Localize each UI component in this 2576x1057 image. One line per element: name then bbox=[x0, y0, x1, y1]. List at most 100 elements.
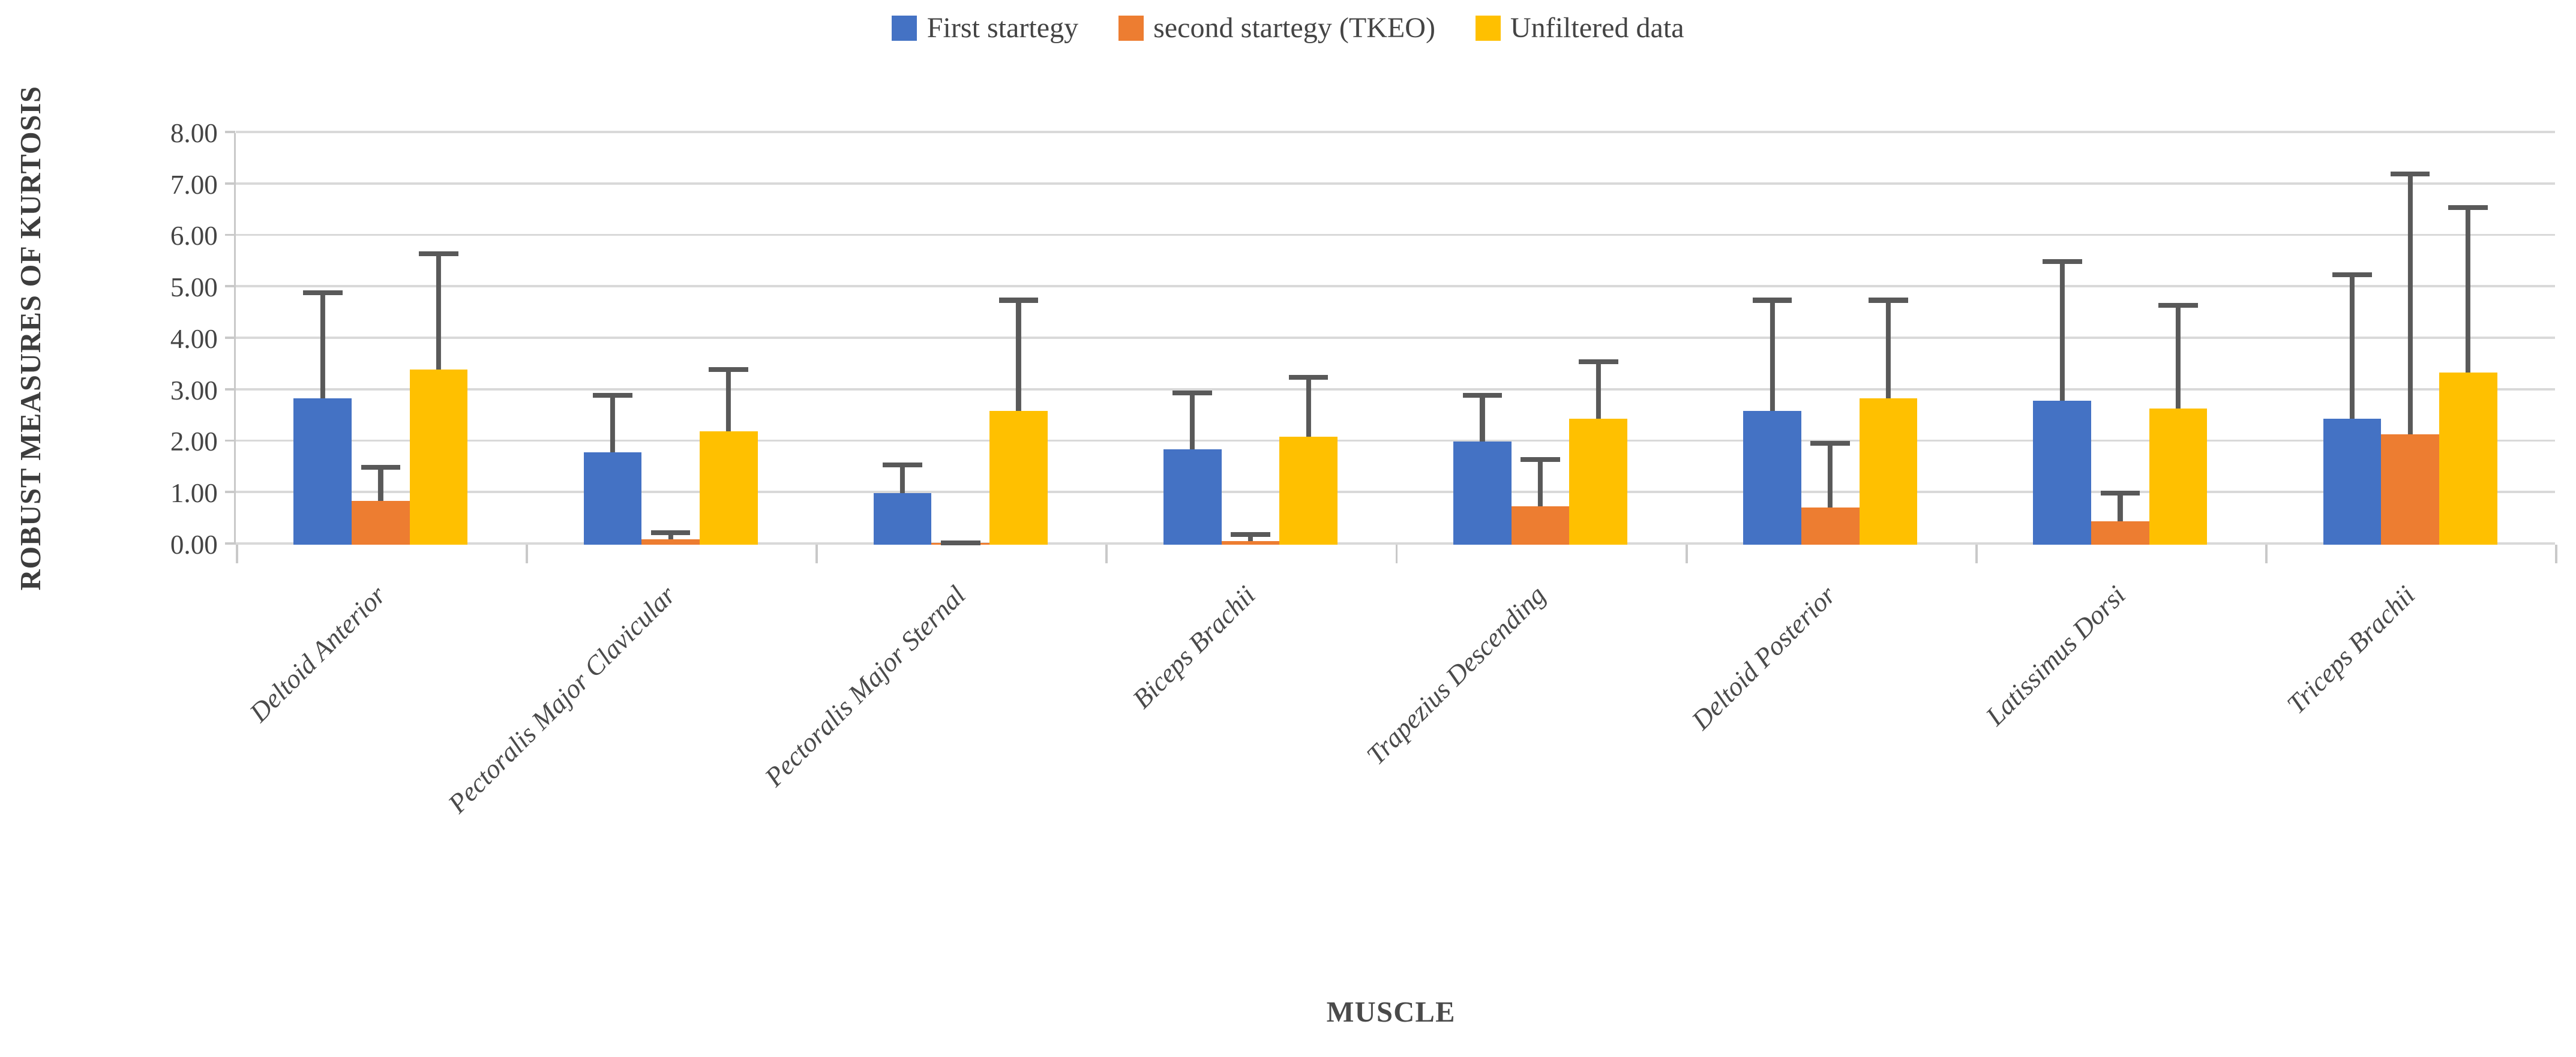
error-bar-cap bbox=[1752, 298, 1792, 303]
y-tick-mark bbox=[225, 542, 235, 545]
bar-series-2 bbox=[2381, 434, 2439, 545]
error-bar bbox=[1462, 393, 1503, 442]
y-tick-mark bbox=[225, 182, 235, 185]
error-bar-stem bbox=[1828, 440, 1833, 508]
error-bar-stem bbox=[1016, 298, 1021, 412]
y-tick-label: 8.00 bbox=[170, 118, 218, 148]
error-bar-stem bbox=[1596, 359, 1601, 419]
bar-series-3 bbox=[1279, 436, 1338, 545]
bar-series-2 bbox=[1221, 540, 1280, 545]
error-bar-cap bbox=[650, 530, 691, 536]
y-tick-label: 5.00 bbox=[170, 272, 218, 303]
bar-series-2 bbox=[2091, 521, 2149, 545]
error-bar bbox=[2448, 205, 2488, 373]
plot-area bbox=[225, 131, 2558, 563]
gridline bbox=[235, 542, 2556, 545]
error-bar-cap bbox=[1869, 298, 1908, 303]
legend-item: Unfiltered data bbox=[1475, 11, 1684, 44]
x-tick-mark bbox=[815, 544, 818, 563]
error-bar-stem bbox=[1306, 375, 1311, 437]
legend-item: First startegy bbox=[892, 11, 1078, 44]
bar-series-3 bbox=[409, 370, 468, 545]
bar-series-3 bbox=[2149, 408, 2208, 545]
error-bar-stem bbox=[2118, 490, 2123, 522]
y-tick-mark bbox=[225, 388, 235, 391]
error-bar bbox=[1810, 440, 1851, 508]
x-category-label: Latissimus Dorsi bbox=[1980, 579, 2131, 731]
error-bar-cap bbox=[2042, 259, 2082, 265]
error-bar-cap bbox=[1231, 531, 1270, 537]
x-axis-title: MUSCLE bbox=[1326, 996, 1456, 1028]
error-bar bbox=[1752, 298, 1792, 412]
y-tick-label: 2.00 bbox=[170, 427, 218, 457]
y-tick-mark bbox=[225, 233, 235, 236]
error-bar-stem bbox=[1190, 390, 1195, 450]
x-tick-mark bbox=[1105, 544, 1108, 563]
error-bar-stem bbox=[1537, 457, 1543, 506]
bar-series-1 bbox=[873, 493, 932, 545]
bar-series-1 bbox=[583, 452, 642, 545]
error-bar bbox=[1288, 375, 1329, 437]
gridline bbox=[235, 233, 2556, 236]
error-bar-cap bbox=[1810, 440, 1851, 446]
error-bar-stem bbox=[436, 251, 442, 370]
error-bar-cap bbox=[419, 251, 458, 257]
gridline bbox=[235, 285, 2556, 288]
x-tick-mark bbox=[1975, 544, 1978, 563]
gridline bbox=[235, 491, 2556, 494]
error-bar bbox=[361, 465, 401, 502]
error-bar-cap bbox=[1578, 359, 1618, 365]
gridline bbox=[235, 388, 2556, 391]
x-tick-mark bbox=[2265, 544, 2268, 563]
y-tick-label: 0.00 bbox=[170, 529, 218, 560]
legend-item: second startegy (TKEO) bbox=[1118, 11, 1435, 44]
error-bar-cap bbox=[1172, 390, 1213, 395]
error-bar-cap bbox=[1462, 393, 1503, 398]
error-bar-cap bbox=[883, 462, 922, 467]
x-category-label: Biceps Brachii bbox=[1127, 579, 1261, 714]
legend-label: Unfiltered data bbox=[1510, 12, 1684, 44]
y-tick-mark bbox=[225, 491, 235, 494]
error-bar bbox=[1521, 457, 1560, 506]
error-bar-stem bbox=[1770, 298, 1775, 412]
legend-swatch-series-2 bbox=[1118, 15, 1144, 41]
error-bar-stem bbox=[2349, 272, 2355, 419]
error-bar-stem bbox=[2059, 259, 2065, 401]
error-bar-cap bbox=[709, 367, 749, 373]
bar-series-3 bbox=[1569, 418, 1628, 545]
error-bar-cap bbox=[2158, 302, 2198, 308]
y-tick-mark bbox=[225, 337, 235, 339]
error-bar bbox=[593, 393, 632, 452]
y-tick-mark bbox=[225, 131, 235, 133]
error-bar-cap bbox=[2448, 205, 2488, 211]
error-bar-cap bbox=[998, 298, 1039, 303]
bar-series-3 bbox=[2439, 372, 2497, 545]
bar-series-1 bbox=[2033, 400, 2092, 545]
x-tick-mark bbox=[235, 544, 238, 563]
error-bar-cap bbox=[2390, 172, 2430, 177]
error-bar-stem bbox=[1885, 298, 1891, 398]
error-bar bbox=[709, 367, 749, 432]
error-bar-cap bbox=[302, 290, 343, 295]
x-tick-mark bbox=[1395, 544, 1398, 563]
legend-label: second startegy (TKEO) bbox=[1153, 12, 1436, 44]
error-bar-stem bbox=[320, 290, 325, 398]
error-bar bbox=[998, 298, 1039, 412]
x-tick-mark bbox=[1685, 544, 1688, 563]
error-bar bbox=[302, 290, 343, 398]
error-bar-cap bbox=[2332, 272, 2372, 277]
error-bar-cap bbox=[940, 540, 980, 546]
bar-series-1 bbox=[1743, 411, 1801, 545]
error-bar-cap bbox=[2100, 490, 2140, 496]
error-bar bbox=[940, 540, 980, 546]
error-bar bbox=[2158, 302, 2198, 409]
y-tick-label: 1.00 bbox=[170, 478, 218, 509]
error-bar-stem bbox=[610, 393, 615, 452]
y-tick-label: 3.00 bbox=[170, 375, 218, 406]
error-bar-stem bbox=[2466, 205, 2471, 373]
legend: First startegy second startegy (TKEO) Unfi… bbox=[0, 11, 2576, 44]
error-bar bbox=[1578, 359, 1618, 419]
bar-series-2 bbox=[1801, 508, 1860, 545]
y-tick-label: 7.00 bbox=[170, 169, 218, 200]
